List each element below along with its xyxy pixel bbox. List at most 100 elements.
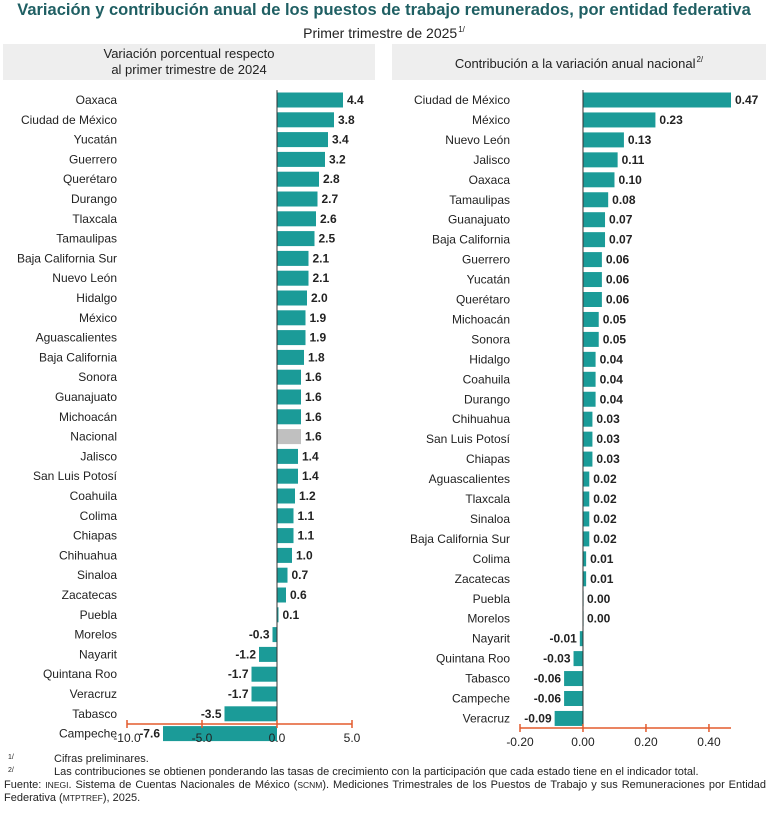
category-label-campeche: Campeche xyxy=(59,727,117,741)
bar-guerrero xyxy=(582,252,602,268)
category-label-oaxaca: Oaxaca xyxy=(469,173,511,187)
value-label-tabasco: -0.06 xyxy=(534,672,562,686)
category-label-guanajuato: Guanajuato xyxy=(55,390,117,404)
bar-colima xyxy=(582,551,587,567)
category-label-durango: Durango xyxy=(464,392,510,406)
bar-jalisco xyxy=(277,448,298,464)
category-label-veracruz: Veracruz xyxy=(463,711,510,725)
bar-hidalgo xyxy=(277,290,307,306)
category-label-sinaloa: Sinaloa xyxy=(77,568,117,582)
bar-tabasco xyxy=(224,706,277,722)
bar-baja-california-sur xyxy=(277,250,309,266)
right-panel-title: Contribución a la variación anual nacion… xyxy=(454,56,696,71)
category-label-ciudad-de-mexico: Ciudad de México xyxy=(21,113,117,127)
bar-michoacan xyxy=(582,311,599,327)
bar-coahuila xyxy=(277,488,295,504)
bar-colima xyxy=(277,508,294,524)
bar-zacatecas xyxy=(277,587,286,603)
x-tick-label: 0.20 xyxy=(634,735,658,749)
category-label-mexico: México xyxy=(79,311,117,325)
value-label-san-luis-potosi: 1.4 xyxy=(302,469,319,483)
value-label-colima: 0.01 xyxy=(590,552,614,566)
value-label-oaxaca: 0.10 xyxy=(618,173,642,187)
bar-quintana-roo xyxy=(573,651,583,667)
left-panel-title-line2: al primer trimestre de 2024 xyxy=(111,62,267,77)
left-panel-header: Variación porcentual respecto al primer … xyxy=(3,44,375,80)
value-label-durango: 0.04 xyxy=(600,392,624,406)
category-label-zacatecas: Zacatecas xyxy=(62,588,117,602)
page-subtitle: Primer trimestre de 20251/ xyxy=(0,21,768,41)
bar-sonora xyxy=(582,331,599,347)
page-title: Variación y contribución anual de los pu… xyxy=(17,1,751,19)
x-tick-label: -10.0 xyxy=(113,731,141,745)
bar-chiapas xyxy=(582,451,593,467)
category-label-tlaxcala: Tlaxcala xyxy=(72,212,117,226)
value-label-tlaxcala: 0.02 xyxy=(593,492,617,506)
category-label-michoacan: Michoacán xyxy=(452,312,510,326)
category-label-guerrero: Guerrero xyxy=(462,253,510,267)
value-label-baja-california-sur: 0.02 xyxy=(593,532,617,546)
value-label-sinaloa: 0.7 xyxy=(292,568,309,582)
bar-nayarit xyxy=(259,646,277,662)
source-text-b: ). Mediciones Trimestrales de los Puesto… xyxy=(4,779,766,804)
bar-ciudad-de-mexico xyxy=(277,112,334,128)
bar-hidalgo xyxy=(582,351,596,367)
category-label-tabasco: Tabasco xyxy=(465,672,510,686)
bar-guanajuato xyxy=(277,389,301,405)
category-label-nuevo-leon: Nuevo León xyxy=(445,133,510,147)
category-label-guerrero: Guerrero xyxy=(69,152,117,166)
x-tick-label: -0.20 xyxy=(506,735,534,749)
category-label-guanajuato: Guanajuato xyxy=(448,213,510,227)
right-panel-header: Contribución a la variación anual nacion… xyxy=(392,44,766,80)
value-label-chihuahua: 1.0 xyxy=(296,548,313,562)
bar-tamaulipas xyxy=(277,231,315,247)
bar-nayarit xyxy=(579,631,583,647)
bar-guerrero xyxy=(277,151,325,167)
bar-nacional xyxy=(277,429,301,445)
value-label-quintana-roo: -0.03 xyxy=(543,652,571,666)
bar-zacatecas xyxy=(582,571,587,587)
category-label-puebla: Puebla xyxy=(80,608,118,622)
category-label-sonora: Sonora xyxy=(471,332,510,346)
category-label-nayarit: Nayarit xyxy=(79,647,118,661)
category-label-aguascalientes: Aguascalientes xyxy=(429,472,510,486)
category-label-coahuila: Coahuila xyxy=(70,489,118,503)
bar-yucatan xyxy=(582,272,602,288)
value-label-aguascalientes: 1.9 xyxy=(310,331,327,345)
value-label-baja-california-sur: 2.1 xyxy=(313,251,330,265)
category-label-san-luis-potosi: San Luis Potosí xyxy=(33,469,118,483)
category-label-durango: Durango xyxy=(71,192,117,206)
value-label-ciudad-de-mexico: 0.47 xyxy=(735,93,759,107)
x-tick-label: 5.0 xyxy=(344,731,361,745)
bar-oaxaca xyxy=(582,172,615,188)
value-label-nuevo-leon: 0.13 xyxy=(628,133,652,147)
bar-queretaro xyxy=(582,292,602,307)
source-label: Fuente: xyxy=(4,779,42,791)
value-label-michoacan: 1.6 xyxy=(305,410,322,424)
source-note: Fuente: INEGI. Sistema de Cuentas Naciona… xyxy=(4,779,766,805)
footnote-2: 2/Las contribuciones se obtienen pondera… xyxy=(4,766,766,779)
bar-veracruz xyxy=(554,710,583,726)
category-label-coahuila: Coahuila xyxy=(463,372,511,386)
bar-durango xyxy=(582,391,596,407)
category-label-michoacan: Michoacán xyxy=(59,410,117,424)
bar-veracruz xyxy=(251,686,277,702)
value-label-sonora: 1.6 xyxy=(305,370,322,384)
value-label-mexico: 1.9 xyxy=(310,311,327,325)
category-label-tlaxcala: Tlaxcala xyxy=(465,492,510,506)
source-text-c: ), 2025. xyxy=(102,792,141,804)
value-label-hidalgo: 2.0 xyxy=(311,291,328,305)
category-label-yucatan: Yucatán xyxy=(74,133,117,147)
category-label-morelos: Morelos xyxy=(74,628,117,642)
bar-sinaloa xyxy=(582,511,590,527)
value-label-aguascalientes: 0.02 xyxy=(593,472,617,486)
category-label-hidalgo: Hidalgo xyxy=(469,352,510,366)
category-label-quintana-roo: Quintana Roo xyxy=(436,652,510,666)
value-label-morelos: -0.3 xyxy=(249,628,270,642)
value-label-queretaro: 0.06 xyxy=(606,293,630,307)
bar-oaxaca xyxy=(277,92,343,108)
bar-baja-california xyxy=(582,232,606,248)
category-label-veracruz: Veracruz xyxy=(70,687,117,701)
category-label-jalisco: Jalisco xyxy=(473,153,510,167)
